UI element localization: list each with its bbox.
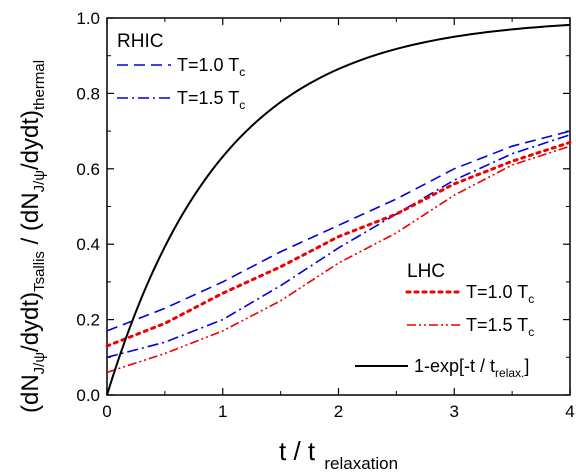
y-axis-label-p1-sub: J/ψ [31,352,48,374]
ticks: 0 1 2 3 4 0.0 0.2 0.4 0.6 0.8 1.0 [76,9,574,421]
x-axis-label-main: t / t [279,436,316,466]
y-tick-label: 0.0 [76,386,100,405]
legend-label-2: T=1.0 Tc [466,282,534,306]
y-tick-label: 1.0 [76,9,100,28]
svg-text:(dNJ/ψ/dydt)Tsallis / (dNJ/ψ/d: (dNJ/ψ/dydt)Tsallis / (dNJ/ψ/dydt)therma… [17,60,48,413]
series-line-3 [106,145,571,374]
y-axis-label: (dNJ/ψ/dydt)Tsallis / (dNJ/ψ/dydt)therma… [17,60,48,413]
y-tick-label: 0.6 [76,160,100,179]
legend-group-rhic: RHIC [117,31,163,52]
series-lines [105,23,572,396]
y-axis-label-p4: /dydt) [17,110,44,170]
series-line-4 [106,23,571,396]
x-axis-label: t / t relaxation [279,436,398,473]
y-tick-label: 0.8 [76,84,100,103]
legends: RHIC LHC T=1.0 Tc T=1.5 Tc T=1.0 Tc T=1.5 T… [117,31,534,380]
y-axis-label-p1: (dN [17,374,44,413]
legend-label-0: T=1.0 Tc [177,55,245,79]
y-tick-label: 0.2 [76,311,100,330]
y-axis-label-p4-sub: thermal [31,60,48,110]
series-line-1 [106,134,571,359]
legend-label-1: T=1.5 Tc [177,88,245,112]
x-axis-label-sub: relaxation [324,454,398,473]
x-tick-label: 0 [102,402,111,421]
legend-label-3: T=1.5 Tc [466,315,534,339]
y-tick-label: 0.4 [76,235,100,254]
x-tick-label: 1 [218,402,227,421]
x-tick-label: 2 [334,402,343,421]
legend-group-lhc: LHC [407,261,445,282]
x-tick-label: 4 [565,402,574,421]
y-axis-label-p3-sub: J/ψ [31,170,48,192]
series-line-2 [105,140,572,348]
legend-label-4: 1-exp[-t / trelax.] [414,356,529,380]
y-axis-label-p2-sub: Tsallis [31,251,48,292]
x-tick-label: 3 [450,402,459,421]
svg-text:t / t relaxation: t / t relaxation [279,436,398,473]
y-axis-label-p3: / (dN [17,192,44,251]
y-axis-label-p2: /dydt) [17,292,44,352]
